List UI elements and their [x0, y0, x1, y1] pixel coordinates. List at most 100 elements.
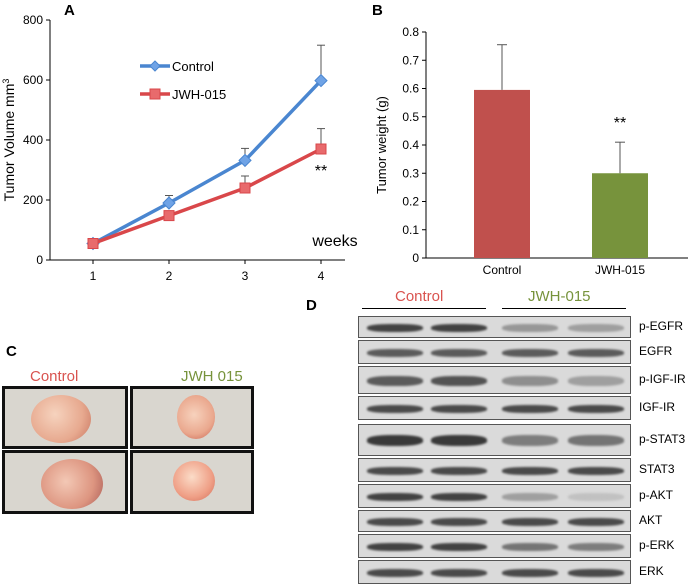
- y-tick-label: 800: [23, 13, 43, 27]
- blot-band: [431, 543, 487, 551]
- y-tick-label: 0.4: [402, 138, 419, 152]
- blot-band: [502, 435, 558, 446]
- blot-band: [568, 493, 624, 501]
- panel-letter-c: C: [6, 343, 17, 360]
- blot-strip-erk: [358, 560, 631, 584]
- blot-band: [367, 467, 423, 475]
- tumor-photo-treated-label: JWH 015: [181, 368, 243, 385]
- x-tick-label: 3: [242, 269, 249, 283]
- y-tick-label: 0.5: [402, 110, 419, 124]
- data-point: [87, 238, 99, 249]
- y-tick-label: 0: [36, 253, 43, 267]
- x-tick-label: JWH-015: [595, 263, 645, 277]
- panel-letter-a: A: [64, 2, 75, 19]
- data-point: [238, 153, 252, 168]
- blot-band: [568, 543, 624, 551]
- blot-band: [502, 518, 558, 526]
- blot-control-label: Control: [395, 288, 444, 305]
- blot-band: [367, 435, 423, 446]
- series-line-Control: [92, 79, 323, 246]
- blot-strip-p-erk: [358, 534, 631, 558]
- data-point: [162, 196, 176, 210]
- blot-strip-p-stat3: [358, 424, 631, 456]
- blot-band: [502, 324, 558, 332]
- blot-band: [431, 376, 487, 386]
- tumor-volume-line-chart: 0 200 400 600 800 1 2 3 4 Tumor Volume mm3 weeks Co…: [1, 13, 358, 283]
- blot-band: [367, 405, 423, 413]
- treated-group-line: [502, 308, 626, 309]
- y-tick-label: 0.7: [402, 53, 419, 67]
- blot-band: [431, 435, 487, 446]
- blot-label: p-AKT: [639, 488, 674, 502]
- blot-band: [367, 569, 423, 577]
- blot-band: [568, 518, 624, 526]
- blot-band: [502, 493, 558, 501]
- blot-label: p-STAT3: [639, 432, 686, 446]
- blot-strip-egfr: [358, 340, 631, 364]
- tumor-image: [173, 461, 215, 501]
- blot-band: [431, 405, 487, 413]
- data-point: [239, 182, 251, 194]
- blot-label: IGF-IR: [639, 400, 675, 414]
- data-point: [314, 73, 328, 88]
- y-tick-label: 200: [23, 193, 43, 207]
- blot-band: [568, 435, 624, 446]
- blot-label: AKT: [639, 513, 663, 527]
- significance-marker: **: [614, 115, 626, 132]
- tumor-photo-control-label: Control: [30, 368, 79, 385]
- tumor-photo-treated-1: [130, 386, 254, 449]
- bar-Control: [474, 89, 530, 258]
- blot-label: p-ERK: [639, 538, 675, 552]
- blot-band: [367, 493, 423, 501]
- tumor-weight-bar-chart: 0 0.1 0.2 0.3 0.4 0.5 0.6 0.7 0.8 Tumor weight (g…: [374, 25, 688, 277]
- bar-JWH-015: [592, 173, 648, 258]
- blot-band: [502, 467, 558, 475]
- y-tick-label: 0: [412, 251, 419, 265]
- x-tick-label: 4: [318, 269, 325, 283]
- y-tick-label: 400: [23, 133, 43, 147]
- blot-band: [431, 493, 487, 501]
- legend-entry: JWH-015: [172, 87, 226, 102]
- blot-band: [568, 376, 624, 386]
- blot-band: [502, 405, 558, 413]
- panel-letter-b: B: [372, 2, 383, 19]
- tumor-image: [31, 395, 91, 443]
- blot-label: ERK: [639, 564, 664, 578]
- blot-band: [568, 405, 624, 413]
- blot-band: [568, 467, 624, 475]
- blot-strip-stat3: [358, 458, 631, 482]
- blot-band: [367, 349, 423, 357]
- blot-band: [367, 324, 423, 332]
- panel-letter-d: D: [306, 297, 317, 314]
- blot-strip-igf-ir: [358, 396, 631, 420]
- blot-band: [431, 467, 487, 475]
- x-axis-label: weeks: [311, 233, 357, 250]
- tumor-photo-control-2: [2, 450, 128, 514]
- blot-label: p-EGFR: [639, 319, 684, 333]
- blot-band: [568, 569, 624, 577]
- data-point: [163, 210, 175, 222]
- y-axis-label: Tumor Volume mm3: [1, 79, 17, 202]
- blot-band: [431, 349, 487, 357]
- significance-marker: **: [315, 163, 327, 180]
- y-tick-label: 0.2: [402, 195, 419, 209]
- y-tick-label: 0.6: [402, 82, 419, 96]
- blot-band: [367, 543, 423, 551]
- blot-band: [502, 569, 558, 577]
- blot-band: [502, 349, 558, 357]
- blot-strip-akt: [358, 510, 631, 532]
- blot-label: p-IGF-IR: [639, 372, 686, 386]
- blot-label: STAT3: [639, 462, 675, 476]
- blot-treated-label: JWH-015: [528, 288, 591, 305]
- tumor-photo-control-1: [2, 386, 128, 449]
- x-tick-label: Control: [483, 263, 522, 277]
- blot-label: EGFR: [639, 344, 673, 358]
- blot-band: [502, 376, 558, 386]
- x-tick-label: 2: [166, 269, 173, 283]
- data-point: [315, 143, 327, 155]
- blot-band: [568, 349, 624, 357]
- x-tick-label: 1: [90, 269, 97, 283]
- tumor-image: [177, 395, 215, 439]
- y-tick-label: 0.8: [402, 25, 419, 39]
- y-tick-label: 0.3: [402, 166, 419, 180]
